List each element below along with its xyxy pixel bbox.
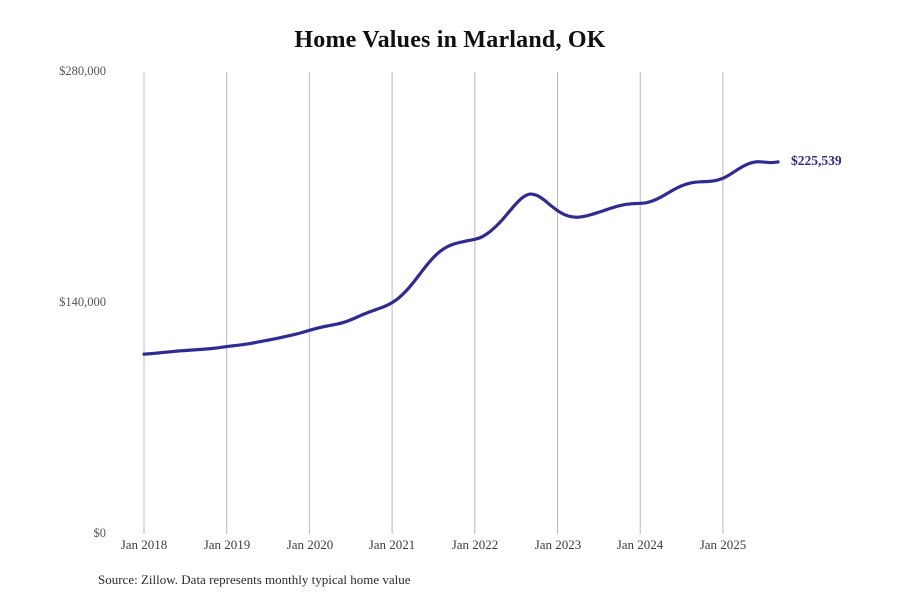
- x-axis-tick-label-2019: Jan 2019: [203, 537, 251, 552]
- end-value-annotation: $225,539: [791, 152, 842, 168]
- x-axis-tick-label-2023: Jan 2023: [534, 537, 582, 552]
- source-note: Source: Zillow. Data represents monthly …: [98, 572, 411, 587]
- x-axis-tick-label-2021: Jan 2021: [368, 537, 416, 552]
- x-axis-tick-label-2022: Jan 2022: [451, 537, 499, 552]
- chart-title: Home Values in Marland, OK: [294, 27, 606, 53]
- x-axis-tick-label-2024: Jan 2024: [616, 537, 664, 552]
- x-axis-tick-label-2020: Jan 2020: [286, 537, 334, 552]
- x-axis-tick-label-2025: Jan 2025: [699, 537, 747, 552]
- y-axis-tick-label-top: $280,000: [59, 64, 106, 78]
- y-axis-tick-label-middle: $140,000: [59, 295, 106, 309]
- x-axis-tick-label-2018: Jan 2018: [120, 537, 168, 552]
- gridlines: [143, 72, 724, 534]
- value-line-path: [142, 160, 780, 356]
- y-axis-tick-label-bottom: $0: [93, 526, 107, 540]
